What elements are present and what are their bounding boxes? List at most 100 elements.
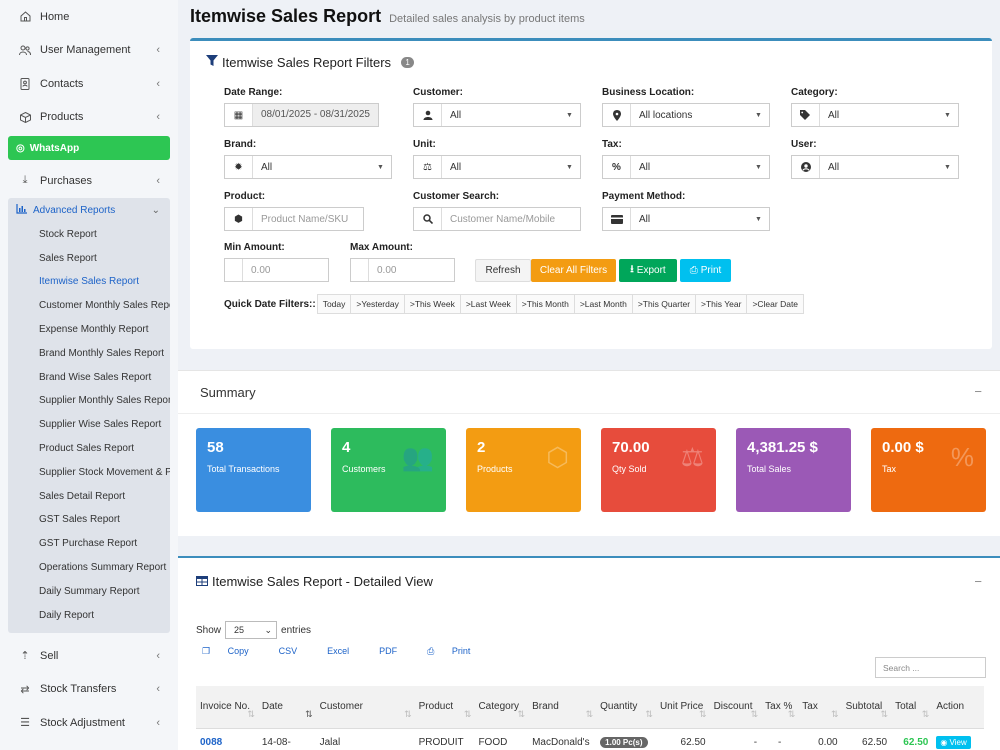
quantity-badge: 1.00 Pc(s)	[600, 736, 648, 748]
sidebar-subitem[interactable]: Operations Summary Report	[39, 562, 167, 574]
location-select[interactable]: All locations ▼	[602, 103, 770, 127]
sidebar-subitem[interactable]: Itemwise Sales Report	[39, 276, 140, 288]
summary-title: Summary	[200, 385, 256, 400]
sidebar-item-user-management[interactable]: User Management ‹	[0, 34, 178, 68]
printer-icon: ⎙	[427, 646, 437, 656]
sidebar-subitem[interactable]: Brand Wise Sales Report	[39, 371, 152, 383]
column-header[interactable]: Brand ⇅	[528, 686, 597, 729]
sidebar-subitem[interactable]: GST Purchase Report	[39, 538, 138, 550]
discount-cell: -	[753, 736, 758, 748]
customer-select[interactable]: All ▼	[413, 103, 581, 127]
sidebar-subitem[interactable]: Expense Monthly Report	[39, 324, 149, 336]
column-header[interactable]: Product ⇅	[414, 686, 475, 729]
detail-card: Itemwise Sales Report - Detailed View − …	[178, 556, 1000, 750]
column-header[interactable]: Total ⇅	[891, 686, 933, 729]
entries-select[interactable]: 25 ⌄	[225, 621, 278, 639]
sidebar-subitem[interactable]: Sales Report	[39, 252, 97, 264]
refresh-button[interactable]: Refresh	[475, 259, 531, 282]
column-header[interactable]: Action	[932, 686, 984, 729]
stat-tile-products: 2 Products ⬡	[466, 428, 581, 512]
sidebar-subitem[interactable]: Customer Monthly Sales Report	[39, 300, 170, 312]
collapse-detail-button[interactable]: −	[974, 574, 982, 589]
stat-label: Customers	[342, 464, 386, 474]
caret-down-icon: ▼	[566, 111, 573, 119]
sidebar-subitem[interactable]: Stock Report	[39, 228, 97, 240]
column-header[interactable]: Category ⇅	[474, 686, 529, 729]
tax-pct-cell: -	[778, 736, 782, 748]
sidebar-item-contacts[interactable]: Contacts ‹	[0, 67, 178, 101]
sidebar-item-advanced-reports[interactable]: Advanced Reports ⌄	[8, 198, 170, 223]
quick-date-button[interactable]: >This Quarter	[631, 294, 697, 314]
sidebar-subitem[interactable]: Supplier Monthly Sales Report	[39, 395, 170, 407]
column-header[interactable]: Unit Price ⇅	[655, 686, 710, 729]
customer-search-input[interactable]: Customer Name/Mobile	[413, 207, 581, 231]
quick-date-button[interactable]: >This Week	[403, 294, 461, 314]
table-search-input[interactable]: Search ...	[875, 657, 986, 678]
pdf-export-button[interactable]: PDF	[379, 646, 412, 657]
quick-date-button[interactable]: >Last Week	[459, 294, 517, 314]
invoice-link[interactable]: 0088	[200, 736, 223, 748]
sidebar-subitem[interactable]: Daily Report	[39, 609, 95, 621]
column-header[interactable]: Tax % ⇅	[761, 686, 799, 729]
sidebar-item-label: Products	[40, 111, 84, 124]
user-select[interactable]: All ▼	[791, 155, 959, 179]
export-button[interactable]: ⭳ Export	[619, 259, 677, 282]
entries-label: entries	[281, 624, 312, 636]
collapse-summary-button[interactable]: −	[974, 384, 982, 399]
column-header[interactable]: Subtotal ⇅	[841, 686, 892, 729]
clear-filters-button[interactable]: Clear All Filters	[531, 259, 616, 282]
view-button[interactable]: ◉ View	[936, 735, 971, 749]
sidebar-subitem[interactable]: Daily Summary Report	[39, 585, 140, 597]
brand-select[interactable]: ✹ All ▼	[224, 155, 392, 179]
sidebar-subitem[interactable]: Supplier Stock Movement & Pr	[39, 466, 170, 478]
unit-select[interactable]: ⚖ All ▼	[413, 155, 581, 179]
category-cell: FOOD	[478, 736, 508, 748]
csv-export-button[interactable]: CSV	[279, 646, 313, 657]
tax-select[interactable]: % All ▼	[602, 155, 770, 179]
sidebar-item-stock-adjustment[interactable]: ☰ Stock Adjustment ‹	[0, 706, 178, 740]
column-header[interactable]: Customer ⇅	[315, 686, 415, 729]
sidebar-item-home[interactable]: Home	[0, 0, 178, 34]
location-value: All locations	[639, 109, 693, 121]
quick-date-label: Quick Date Filters::	[224, 298, 316, 310]
category-select[interactable]: All ▼	[791, 103, 959, 127]
sidebar-item-stock-transfers[interactable]: ⇄ Stock Transfers ‹	[0, 673, 178, 707]
print-button[interactable]: ⎙ Print	[680, 259, 731, 282]
column-header[interactable]: Quantity ⇅	[596, 686, 656, 729]
invoice-cell[interactable]: 0088	[196, 728, 258, 750]
column-header[interactable]: Discount ⇅	[709, 686, 762, 729]
quick-date-button[interactable]: >Clear Date	[746, 294, 805, 314]
quick-date-button[interactable]: >This Month	[515, 294, 575, 314]
quick-date-button[interactable]: >Yesterday	[350, 294, 405, 314]
quick-date-button[interactable]: >This Year	[695, 294, 748, 314]
column-header[interactable]: Invoice No. ⇅	[196, 686, 258, 729]
customer-cell: Jalal	[319, 736, 341, 748]
sidebar-item-whatsapp[interactable]: ◎ WhatsApp	[8, 136, 170, 160]
column-header[interactable]: Tax ⇅	[798, 686, 842, 729]
tax-cell: 0.00	[818, 736, 838, 748]
copy-export-button[interactable]: ❐ Copy	[202, 646, 264, 657]
chevron-left-icon: ‹	[156, 649, 160, 662]
min-amount-input[interactable]: 0.00	[224, 258, 329, 282]
product-input[interactable]: ⬢ Product Name/SKU	[224, 207, 364, 231]
export-label: Copy	[227, 646, 249, 656]
filters-title: Itemwise Sales Report Filters 1	[206, 55, 415, 70]
max-amount-input[interactable]: 0.00	[350, 258, 455, 282]
payment-select[interactable]: All ▼	[602, 207, 770, 231]
sidebar-subitem[interactable]: Brand Monthly Sales Report	[39, 347, 165, 359]
sidebar-item-products[interactable]: Products ‹	[0, 101, 178, 135]
users-icon: 👥	[401, 442, 434, 472]
sidebar-item-purchases[interactable]: ⤓ Purchases ‹	[0, 164, 178, 198]
excel-export-button[interactable]: Excel	[327, 646, 364, 657]
print-export-button[interactable]: ⎙ Print	[427, 646, 485, 657]
column-header[interactable]: Date ⇅	[257, 686, 316, 729]
quick-date-button[interactable]: >Last Month	[573, 294, 633, 314]
calendar-icon: ▦	[225, 104, 253, 126]
sidebar-item-sell[interactable]: ⇡ Sell ‹	[0, 639, 178, 673]
sidebar-subitem[interactable]: GST Sales Report	[39, 514, 120, 526]
sidebar-subitem[interactable]: Sales Detail Report	[39, 490, 126, 502]
sidebar-subitem[interactable]: Product Sales Report	[39, 443, 135, 455]
quick-date-button[interactable]: Today	[316, 294, 352, 314]
sidebar-subitem[interactable]: Supplier Wise Sales Report	[39, 419, 162, 431]
date-range-input[interactable]: ▦ 08/01/2025 - 08/31/2025	[224, 103, 379, 127]
